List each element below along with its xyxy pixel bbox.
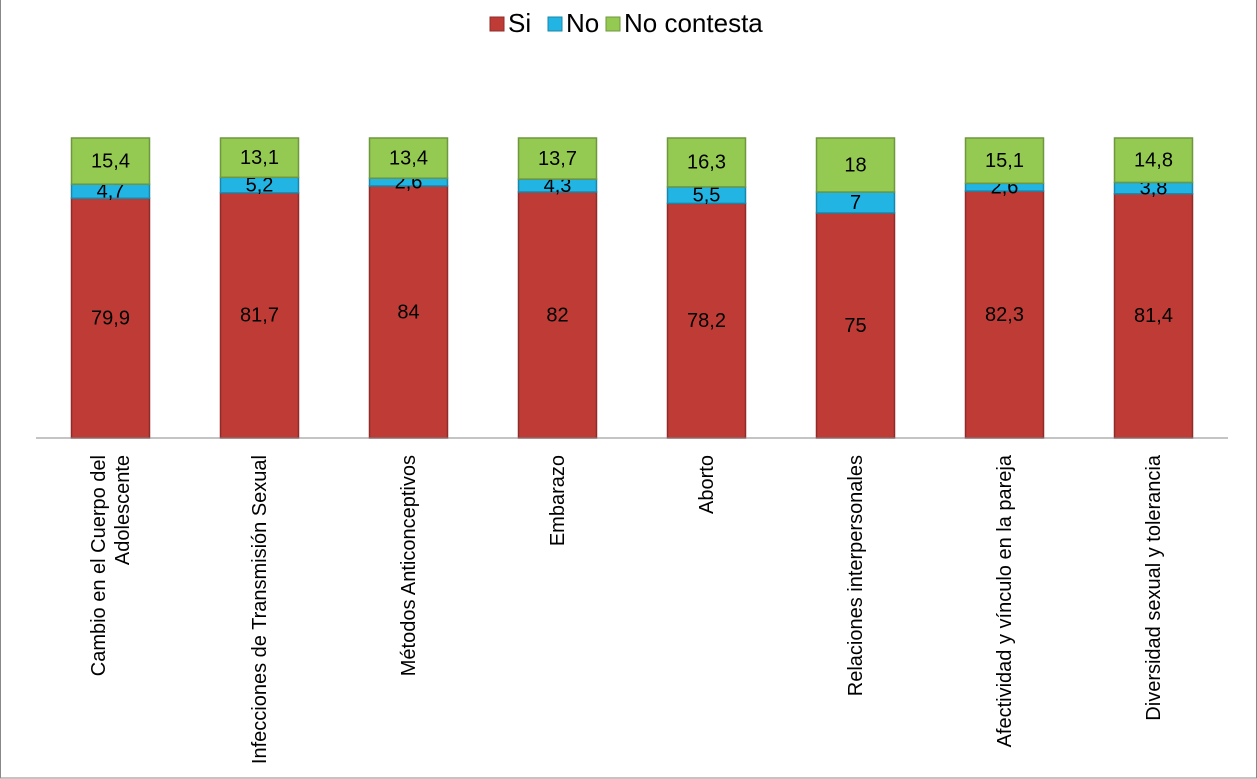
data-label: 82,3: [985, 304, 1024, 326]
bar-segment: [1113, 193, 1194, 439]
data-label: 5,2: [246, 174, 274, 196]
data-label: 4,7: [97, 181, 125, 203]
bar-segment: [70, 137, 151, 185]
legend-swatch: [547, 16, 563, 32]
data-label: 13,7: [538, 148, 577, 170]
data-label: 4,3: [544, 175, 572, 197]
legend-swatch: [605, 16, 621, 32]
bar-segment: [1113, 137, 1194, 184]
data-label: 18: [844, 154, 866, 176]
bar-segment: [517, 137, 598, 180]
data-label: 81,4: [1134, 305, 1173, 327]
data-label: 15,1: [985, 150, 1024, 172]
legend-swatch: [489, 16, 505, 32]
bar-segment: [815, 137, 896, 193]
bar-segment: [666, 137, 747, 188]
bar-segment: [964, 137, 1045, 185]
bar-segment: [219, 137, 300, 179]
bar-segment: [368, 137, 449, 179]
data-label: 79,9: [91, 307, 130, 329]
legend-label: No contesta: [624, 8, 763, 38]
data-label: 82: [546, 304, 568, 326]
data-label: 78,2: [687, 310, 726, 332]
data-label: 14,8: [1134, 149, 1173, 171]
legend-label: Si: [508, 8, 531, 38]
x-tick-label: Cambio en el Cuerpo del Adolescente: [87, 455, 134, 677]
data-label: 16,3: [687, 152, 726, 174]
x-tick-label: Infecciones de Transmisión Sexual: [248, 455, 271, 765]
bar-segment: [517, 191, 598, 439]
x-tick-label: Afectividad y vínculo en la pareja: [993, 455, 1016, 748]
bar-segment: [70, 197, 151, 439]
data-label: 15,4: [91, 150, 130, 172]
data-label: 84: [397, 301, 419, 323]
x-tick-label: Métodos Anticonceptivos: [397, 455, 420, 677]
x-tick-label: Relaciones interpersonales: [844, 455, 867, 697]
x-tick-label: Aborto: [695, 455, 718, 514]
data-label: 75: [844, 315, 866, 337]
x-tick-label: Diversidad sexual y tolerancia: [1142, 455, 1165, 721]
data-label: 7: [850, 192, 861, 214]
data-label: 5,5: [693, 184, 721, 206]
data-label: 81,7: [240, 305, 279, 327]
bar-segment: [815, 212, 896, 439]
bar-segment: [666, 202, 747, 439]
data-label: 13,4: [389, 147, 428, 169]
legend-label: No: [566, 8, 599, 38]
bar-segment: [964, 190, 1045, 439]
data-label: 13,1: [240, 147, 279, 169]
x-tick-label: Embarazo: [546, 455, 569, 547]
